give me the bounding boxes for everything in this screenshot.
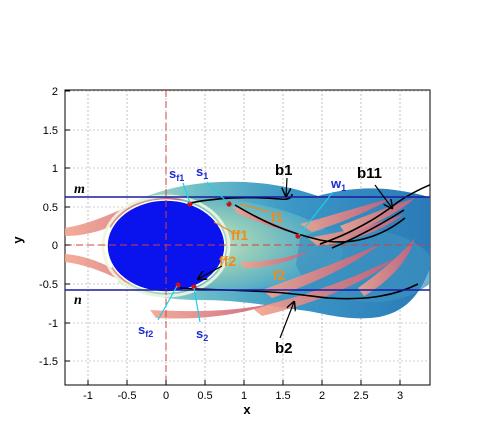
pointer-b11: [374, 184, 392, 208]
x-tick-label: 2: [319, 390, 325, 402]
y-tick-label: 0: [52, 240, 58, 252]
pointer-b1: [286, 177, 287, 196]
x-tick-label: 1.5: [275, 390, 290, 402]
wake-lobe: [296, 227, 430, 303]
annotations: m n sf1 s1 b1 w1 b11 f1 ff1 ff2 f2 sf2 s…: [74, 162, 382, 357]
label-b2: b2: [275, 340, 293, 357]
x-axis: -1 -0.5 0 0.5 1 1.5 2 2.5 3 x: [83, 380, 403, 417]
y-tick-label: -1.5: [39, 356, 58, 368]
y-tick-label: 1.5: [43, 125, 58, 137]
point-sf1: [187, 201, 193, 207]
pointer-sf2: [157, 285, 178, 321]
x-tick-label: 1: [241, 390, 247, 402]
pointer-s1: [206, 181, 229, 204]
y-axis: 2 1.5 1 0.5 0 -0.5 -1 -1.5 y: [10, 86, 70, 368]
y-tick-label: 0.5: [43, 202, 58, 214]
curve-b11a: [319, 183, 430, 245]
shear-layers: [65, 197, 415, 319]
x-tick-label: 0.5: [197, 390, 212, 402]
pointer-lines: [157, 177, 392, 339]
pointer-ff1: [213, 221, 233, 233]
label-s2: s2: [196, 326, 208, 343]
pointer-w1: [298, 191, 334, 236]
label-s1: s1: [196, 164, 208, 181]
label-m: m: [74, 182, 85, 197]
label-w1: w1: [330, 176, 346, 193]
pointer-s2: [193, 287, 201, 323]
label-ff1: ff1: [231, 227, 248, 243]
label-ff2: ff2: [219, 253, 236, 269]
label-sf2: sf2: [138, 322, 153, 339]
point-s2: [191, 284, 197, 290]
y-tick-label: -0.5: [39, 279, 58, 291]
pointer-ff2: [198, 265, 223, 279]
pointer-b2: [279, 302, 294, 339]
pointer-sf1: [182, 182, 191, 204]
x-tick-label: -1: [83, 390, 93, 402]
label-b11: b11: [357, 165, 382, 182]
y-tick-label: -1: [48, 318, 58, 330]
x-tick-label: 3: [397, 390, 403, 402]
label-b1: b1: [275, 162, 293, 179]
y-axis-title: y: [10, 236, 25, 244]
flow-field: [65, 90, 430, 385]
label-sf1: sf1: [169, 166, 184, 183]
x-tick-label: 0: [163, 390, 169, 402]
curve-b11b: [331, 209, 405, 249]
label-n: n: [74, 293, 82, 308]
y-tick-label: 2: [52, 86, 58, 98]
y-tick-label: 1: [52, 163, 58, 175]
x-tick-label: 2.5: [353, 390, 368, 402]
x-axis-title: x: [243, 402, 251, 417]
label-f1: f1: [271, 209, 284, 225]
pointer-f1: [239, 203, 271, 213]
x-tick-label: -0.5: [118, 390, 137, 402]
curve-w1-upper: [234, 204, 406, 243]
label-f2: f2: [273, 267, 286, 283]
